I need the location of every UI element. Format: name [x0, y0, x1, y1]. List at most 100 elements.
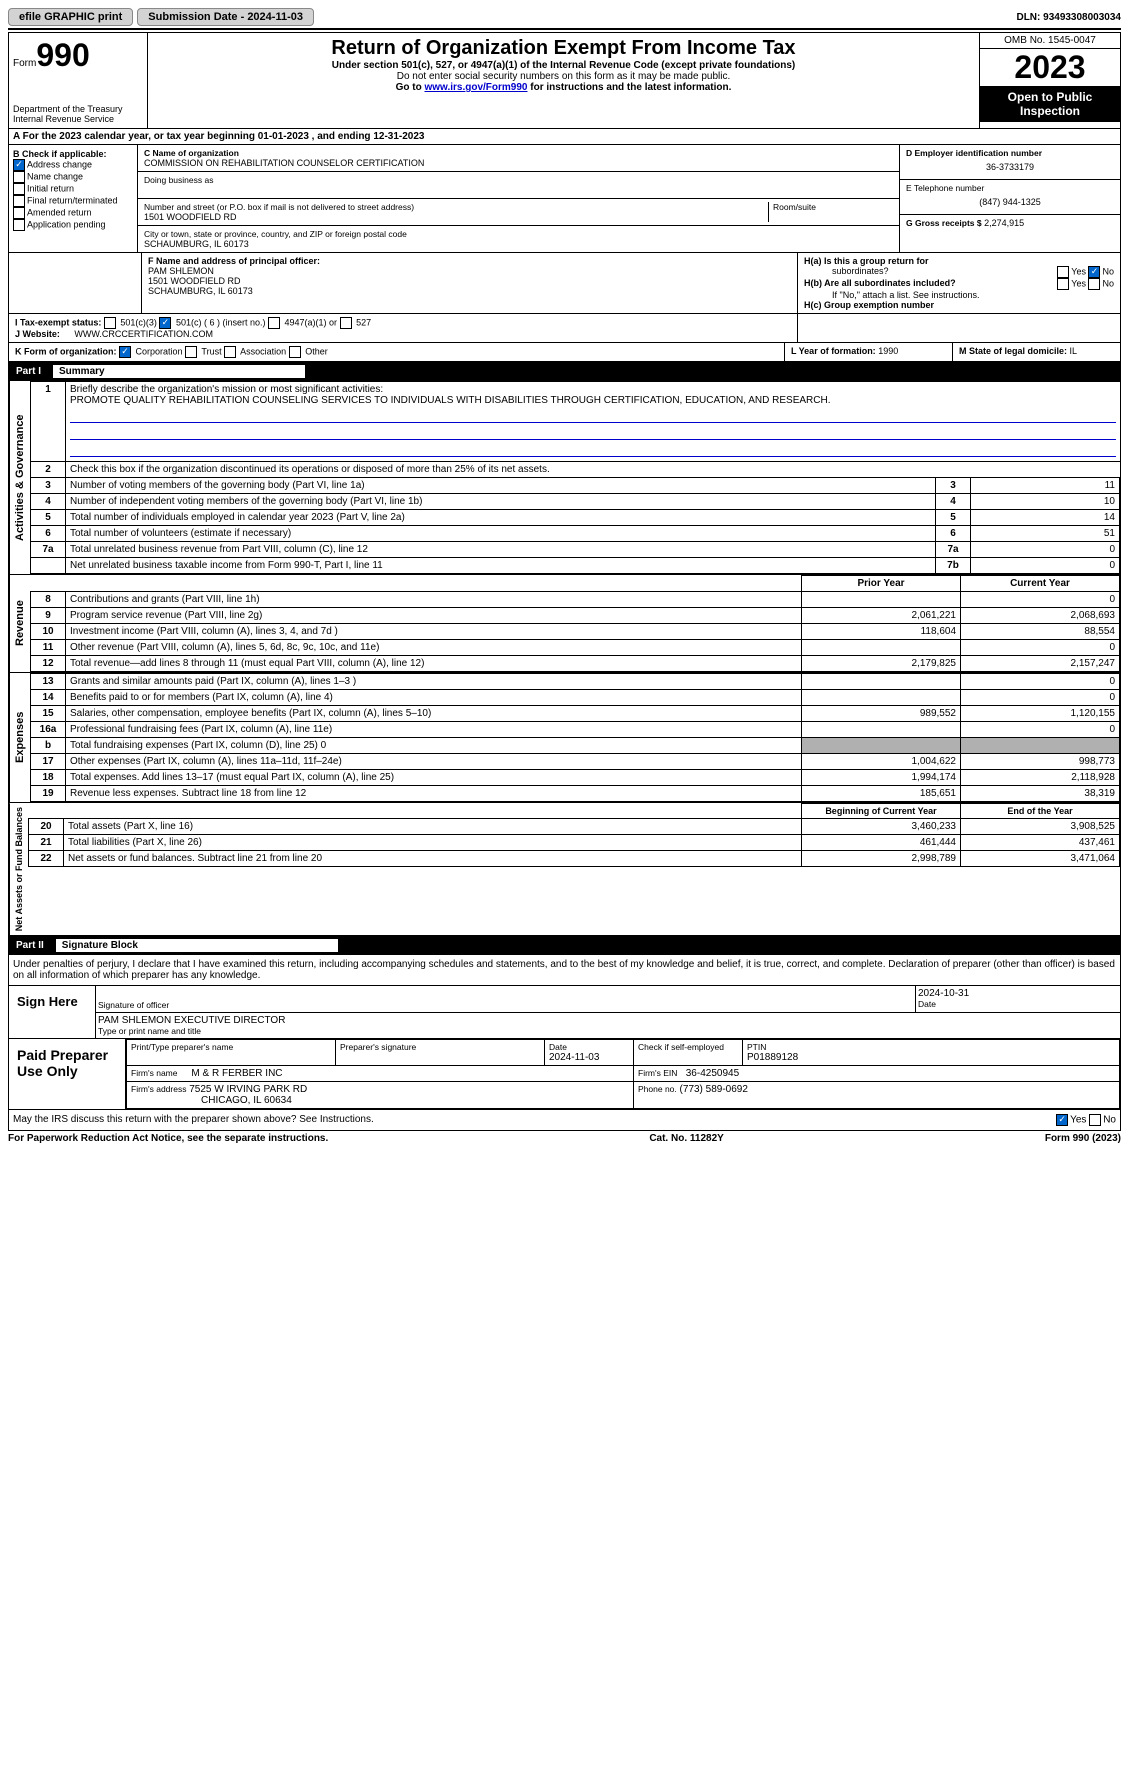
- section-b-label: B Check if applicable:: [13, 149, 133, 159]
- dba-label: Doing business as: [144, 175, 893, 185]
- cb-ha-no[interactable]: [1088, 266, 1100, 278]
- cb-501c3[interactable]: [104, 317, 116, 329]
- ein-label: D Employer identification number: [906, 148, 1114, 158]
- org-name-label: C Name of organization: [144, 148, 893, 158]
- irs-link[interactable]: www.irs.gov/Form990: [424, 82, 527, 93]
- section-b: B Check if applicable: Address change Na…: [9, 145, 138, 252]
- table-row: 13Grants and similar amounts paid (Part …: [31, 674, 1120, 690]
- revenue-table: Prior YearCurrent Year 8Contributions an…: [30, 575, 1120, 672]
- subtitle-1: Under section 501(c), 527, or 4947(a)(1)…: [152, 60, 975, 71]
- table-row: 3Number of voting members of the governi…: [31, 478, 1120, 494]
- footer: For Paperwork Reduction Act Notice, see …: [8, 1131, 1121, 1144]
- cb-527[interactable]: [340, 317, 352, 329]
- vert-activities: Activities & Governance: [9, 381, 30, 574]
- vert-revenue: Revenue: [9, 575, 30, 672]
- info-grid: B Check if applicable: Address change Na…: [8, 145, 1121, 253]
- section-a: A For the 2023 calendar year, or tax yea…: [8, 129, 1121, 145]
- cb-corp[interactable]: [119, 346, 131, 358]
- table-row: Net unrelated business taxable income fr…: [31, 558, 1120, 574]
- form-number: 990: [36, 37, 89, 73]
- cb-amended[interactable]: [13, 207, 25, 219]
- dln-text: DLN: 93493308003034: [1016, 12, 1121, 23]
- gross-label: G Gross receipts $: [906, 218, 982, 228]
- perjury-text: Under penalties of perjury, I declare th…: [9, 955, 1120, 986]
- open-public-badge: Open to Public Inspection: [980, 86, 1120, 122]
- cb-app-pending[interactable]: [13, 219, 25, 231]
- part-ii-header: Part II Signature Block: [8, 936, 1121, 955]
- cb-501c[interactable]: [159, 317, 171, 329]
- table-row: 18Total expenses. Add lines 13–17 (must …: [31, 770, 1120, 786]
- summary-section: Activities & Governance 1 Briefly descri…: [8, 381, 1121, 575]
- ha-row: H(a) Is this a group return for: [804, 256, 1114, 266]
- section-d: D Employer identification number 36-3733…: [900, 145, 1120, 252]
- phone-label: E Telephone number: [906, 183, 1114, 193]
- table-row: 7aTotal unrelated business revenue from …: [31, 542, 1120, 558]
- gross-value: 2,274,915: [984, 218, 1024, 228]
- cb-hb-yes[interactable]: [1057, 278, 1069, 290]
- subtitle-2: Do not enter social security numbers on …: [152, 71, 975, 82]
- table-row: 20Total assets (Part X, line 16)3,460,23…: [29, 819, 1120, 835]
- officer-name: PAM SHLEMON: [148, 266, 791, 276]
- table-row: 11Other revenue (Part VIII, column (A), …: [31, 640, 1120, 656]
- table-row: 5Total number of individuals employed in…: [31, 510, 1120, 526]
- paid-preparer-label: Paid Preparer Use Only: [9, 1039, 126, 1109]
- cb-4947[interactable]: [268, 317, 280, 329]
- table-row: 10Investment income (Part VIII, column (…: [31, 624, 1120, 640]
- officer-label: F Name and address of principal officer:: [148, 256, 791, 266]
- section-k-l-m: K Form of organization: Corporation Trus…: [8, 343, 1121, 362]
- dept-text: Department of the TreasuryInternal Reven…: [13, 104, 143, 124]
- website-value: WWW.CRCCERTIFICATION.COM: [62, 329, 213, 339]
- street-label: Number and street (or P.O. box if mail i…: [144, 202, 764, 212]
- table-row: 4Number of independent voting members of…: [31, 494, 1120, 510]
- cb-other[interactable]: [289, 346, 301, 358]
- cb-assoc[interactable]: [224, 346, 236, 358]
- signature-section: Under penalties of perjury, I declare th…: [8, 955, 1121, 1131]
- cb-discuss-yes[interactable]: [1056, 1114, 1068, 1126]
- vert-expenses: Expenses: [9, 673, 30, 802]
- table-row: 8Contributions and grants (Part VIII, li…: [31, 592, 1120, 608]
- netassets-table: Beginning of Current YearEnd of the Year…: [28, 803, 1120, 867]
- table-row: 12Total revenue—add lines 8 through 11 (…: [31, 656, 1120, 672]
- officer-signed-name: PAM SHLEMON EXECUTIVE DIRECTOR: [98, 1015, 1118, 1026]
- table-row: 14Benefits paid to or for members (Part …: [31, 690, 1120, 706]
- tax-year: 2023: [980, 49, 1120, 86]
- officer-addr2: SCHAUMBURG, IL 60173: [148, 286, 791, 296]
- cb-ha-yes[interactable]: [1057, 266, 1069, 278]
- cb-discuss-no[interactable]: [1089, 1114, 1101, 1126]
- subtitle-3: Go to www.irs.gov/Form990 for instructio…: [152, 82, 975, 93]
- table-row: 21Total liabilities (Part X, line 26)461…: [29, 835, 1120, 851]
- cb-name-change[interactable]: [13, 171, 25, 183]
- cb-final-return[interactable]: [13, 195, 25, 207]
- form-label: Form: [13, 58, 36, 69]
- submission-button[interactable]: Submission Date - 2024-11-03: [137, 8, 314, 26]
- table-row: 6Total number of volunteers (estimate if…: [31, 526, 1120, 542]
- city-label: City or town, state or province, country…: [144, 229, 893, 239]
- form-header: Form990 Department of the TreasuryIntern…: [8, 32, 1121, 129]
- cb-trust[interactable]: [185, 346, 197, 358]
- table-row: bTotal fundraising expenses (Part IX, co…: [31, 738, 1120, 754]
- city-value: SCHAUMBURG, IL 60173: [144, 239, 893, 249]
- activities-table: 1 Briefly describe the organization's mi…: [30, 381, 1120, 574]
- ein-value: 36-3733179: [906, 158, 1114, 176]
- expenses-table: 13Grants and similar amounts paid (Part …: [30, 673, 1120, 802]
- cb-hb-no[interactable]: [1088, 278, 1100, 290]
- room-label: Room/suite: [769, 202, 893, 222]
- table-row: 19Revenue less expenses. Subtract line 1…: [31, 786, 1120, 802]
- section-c: C Name of organization COMMISSION ON REH…: [138, 145, 900, 252]
- divider: [8, 28, 1121, 30]
- section-f-h: F Name and address of principal officer:…: [8, 253, 1121, 314]
- table-row: 22Net assets or fund balances. Subtract …: [29, 851, 1120, 867]
- officer-addr1: 1501 WOODFIELD RD: [148, 276, 791, 286]
- phone-value: (847) 944-1325: [906, 193, 1114, 211]
- cb-initial-return[interactable]: [13, 183, 25, 195]
- omb-number: OMB No. 1545-0047: [980, 33, 1120, 49]
- table-row: 9Program service revenue (Part VIII, lin…: [31, 608, 1120, 624]
- cb-address-change[interactable]: [13, 159, 25, 171]
- efile-button[interactable]: efile GRAPHIC print: [8, 8, 133, 26]
- part-i-header: Part I Summary: [8, 362, 1121, 381]
- sign-here-label: Sign Here: [9, 986, 96, 1038]
- vert-netassets: Net Assets or Fund Balances: [9, 803, 28, 935]
- org-name: COMMISSION ON REHABILITATION COUNSELOR C…: [144, 158, 893, 168]
- mission-text: PROMOTE QUALITY REHABILITATION COUNSELIN…: [70, 395, 831, 406]
- section-i-j: I Tax-exempt status: 501(c)(3) 501(c) ( …: [8, 314, 1121, 343]
